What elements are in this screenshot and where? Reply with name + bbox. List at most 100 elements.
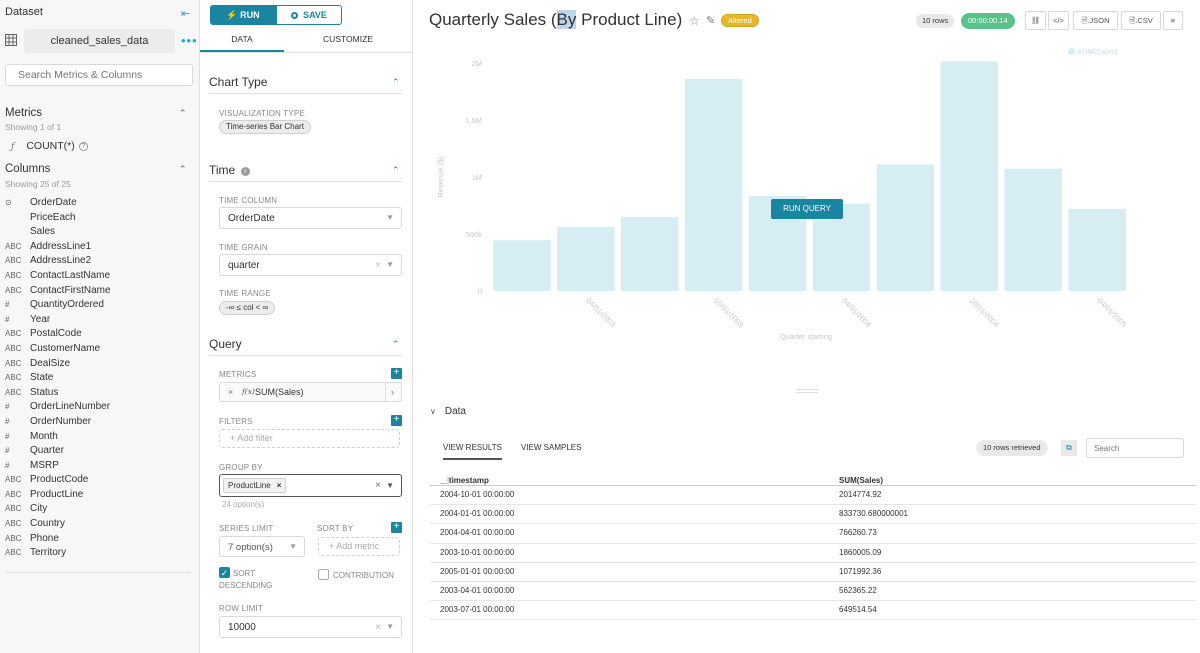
chevron-up-icon[interactable]: ⌃ bbox=[179, 164, 187, 174]
cell-sum-sales: 2014774.92 bbox=[839, 490, 882, 499]
column-item[interactable]: Sales bbox=[5, 225, 195, 240]
column-item[interactable]: # MSRP bbox=[5, 459, 195, 474]
sort-icon[interactable]: ⇕ bbox=[844, 477, 850, 484]
column-item[interactable]: ABC ProductCode bbox=[5, 473, 195, 488]
column-item[interactable]: ABC ProductLine bbox=[5, 488, 195, 503]
metrics-section-title[interactable]: Metrics bbox=[5, 107, 43, 119]
column-item[interactable]: ABC ContactLastName bbox=[5, 269, 195, 284]
caret-down-icon[interactable]: ▼ bbox=[386, 481, 394, 490]
column-name: CustomerName bbox=[30, 342, 101, 354]
metric-item[interactable]: ƒ COUNT(*)? bbox=[11, 140, 88, 152]
chevron-up-icon[interactable]: ⌃ bbox=[392, 339, 400, 349]
time-grain-select[interactable]: quarter × ▼ bbox=[219, 254, 402, 276]
chevron-up-icon[interactable]: ⌃ bbox=[392, 165, 400, 175]
column-item[interactable]: # QuantityOrdered bbox=[5, 298, 195, 313]
clear-icon[interactable]: × bbox=[375, 480, 381, 491]
column-item[interactable]: # OrderLineNumber bbox=[5, 400, 195, 415]
collapse-panel-icon[interactable]: ⇤ bbox=[181, 8, 191, 20]
chevron-up-icon[interactable]: ⌃ bbox=[392, 77, 400, 87]
column-item[interactable]: ABC AddressLine1 bbox=[5, 240, 195, 255]
group-by-select[interactable]: ProductLine × × ▼ bbox=[219, 474, 402, 497]
chart-type-section-title[interactable]: Chart Type bbox=[209, 75, 268, 89]
chevron-right-icon[interactable]: › bbox=[385, 383, 399, 401]
edit-icon[interactable]: ✎ bbox=[706, 15, 716, 27]
add-sort-icon[interactable]: + bbox=[391, 522, 402, 533]
menu-icon[interactable]: ≡ bbox=[1163, 11, 1183, 30]
sort-icon[interactable]: ⇕ bbox=[445, 477, 451, 484]
time-range-pill[interactable]: -∞ ≤ col < ∞ bbox=[219, 301, 276, 315]
save-button[interactable]: SAVE bbox=[276, 5, 342, 25]
clear-icon[interactable]: × bbox=[375, 260, 381, 271]
chart-title[interactable]: Quarterly Sales (By Product Line) bbox=[429, 10, 683, 29]
run-query-button[interactable]: RUN QUERY bbox=[771, 199, 843, 219]
export-json-button[interactable]: 🗎.JSON bbox=[1073, 11, 1118, 30]
time-column-select[interactable]: OrderDate ▼ bbox=[219, 207, 402, 229]
column-item[interactable]: ABC Territory bbox=[5, 546, 195, 561]
column-name: ProductLine bbox=[30, 488, 84, 500]
column-item[interactable]: # OrderNumber bbox=[5, 415, 195, 430]
viz-type-pill[interactable]: Time-series Bar Chart bbox=[219, 120, 311, 134]
column-item[interactable]: ABC DealSize bbox=[5, 357, 195, 372]
column-item[interactable]: ⊙ OrderDate bbox=[5, 196, 195, 211]
x-axis-title: Quarter starting bbox=[780, 332, 832, 341]
column-item[interactable]: ABC Status bbox=[5, 386, 195, 401]
resize-handle[interactable] bbox=[796, 392, 818, 393]
column-item[interactable]: # Year bbox=[5, 313, 195, 328]
resize-handle[interactable] bbox=[796, 389, 818, 390]
embed-code-icon[interactable]: </> bbox=[1048, 11, 1069, 30]
add-filter-button[interactable]: + Add filter bbox=[219, 429, 400, 448]
star-icon[interactable]: ☆ bbox=[689, 14, 700, 28]
tab-view-results[interactable]: VIEW RESULTS bbox=[443, 443, 502, 460]
remove-icon[interactable]: × bbox=[276, 481, 282, 490]
remove-icon[interactable]: × bbox=[228, 387, 234, 397]
search-metrics-columns-input[interactable] bbox=[5, 64, 193, 86]
clear-icon[interactable]: × bbox=[375, 622, 381, 633]
function-icon: f(x) bbox=[242, 387, 255, 396]
add-metric-icon[interactable]: + bbox=[391, 368, 402, 379]
add-metric-button[interactable]: + Add metric bbox=[318, 537, 400, 556]
chart-legend[interactable]: SUM(Sales) bbox=[1068, 47, 1117, 56]
column-item[interactable]: ABC PostalCode bbox=[5, 327, 195, 342]
tab-customize[interactable]: CUSTOMIZE bbox=[323, 34, 373, 44]
add-filter-icon[interactable]: + bbox=[391, 415, 402, 426]
data-pane-header[interactable]: ∨ Data bbox=[430, 406, 466, 417]
column-item[interactable]: ABC Phone bbox=[5, 532, 195, 547]
file-icon: 🗎 bbox=[1129, 16, 1136, 25]
copy-icon[interactable]: ⧉ bbox=[1061, 440, 1077, 456]
query-time-badge: 00:00:00.14 bbox=[961, 13, 1015, 29]
sort-descending-checkbox[interactable]: ✓ bbox=[219, 567, 230, 578]
query-section-title[interactable]: Query bbox=[209, 337, 242, 351]
link-icon[interactable]: ⛓ bbox=[1025, 11, 1046, 30]
series-limit-select[interactable]: 7 option(s) ▼ bbox=[219, 536, 305, 557]
dataset-name[interactable]: cleaned_sales_data bbox=[24, 29, 175, 53]
column-item[interactable]: ABC CustomerName bbox=[5, 342, 195, 357]
column-item[interactable]: ABC AddressLine2 bbox=[5, 254, 195, 269]
dataset-selector[interactable]: cleaned_sales_data ••• bbox=[5, 29, 198, 53]
info-icon[interactable]: i bbox=[240, 167, 250, 176]
columns-section-title[interactable]: Columns bbox=[5, 163, 51, 175]
row-limit-select[interactable]: 10000 × ▼ bbox=[219, 616, 402, 638]
time-section-title[interactable]: Time i bbox=[209, 163, 250, 177]
tab-view-samples[interactable]: VIEW SAMPLES bbox=[521, 443, 582, 452]
group-by-tag[interactable]: ProductLine × bbox=[223, 478, 287, 493]
chevron-up-icon[interactable]: ⌃ bbox=[179, 108, 187, 118]
help-icon[interactable]: ? bbox=[78, 142, 88, 151]
column-item[interactable]: # Month bbox=[5, 430, 195, 445]
column-item[interactable]: ABC ContactFirstName bbox=[5, 284, 195, 299]
column-item[interactable]: ABC Country bbox=[5, 517, 195, 532]
run-button[interactable]: ⚡ RUN bbox=[210, 5, 276, 25]
export-csv-button[interactable]: 🗎.CSV bbox=[1121, 11, 1161, 30]
column-item[interactable]: PriceEach bbox=[5, 211, 195, 226]
contribution-checkbox[interactable] bbox=[318, 569, 329, 580]
clock-icon: ⊙ bbox=[5, 198, 12, 207]
column-item[interactable]: ABC City bbox=[5, 502, 195, 517]
tab-data[interactable]: DATA bbox=[200, 34, 284, 52]
column-item[interactable]: # Quarter bbox=[5, 444, 195, 459]
divider bbox=[200, 52, 413, 53]
column-item[interactable]: ABC State bbox=[5, 371, 195, 386]
altered-badge[interactable]: Altered bbox=[721, 14, 759, 27]
results-search-input[interactable] bbox=[1086, 438, 1184, 458]
metric-chip[interactable]: × f(x) SUM(Sales) › bbox=[219, 382, 402, 402]
dataset-more-icon[interactable]: ••• bbox=[181, 33, 198, 48]
